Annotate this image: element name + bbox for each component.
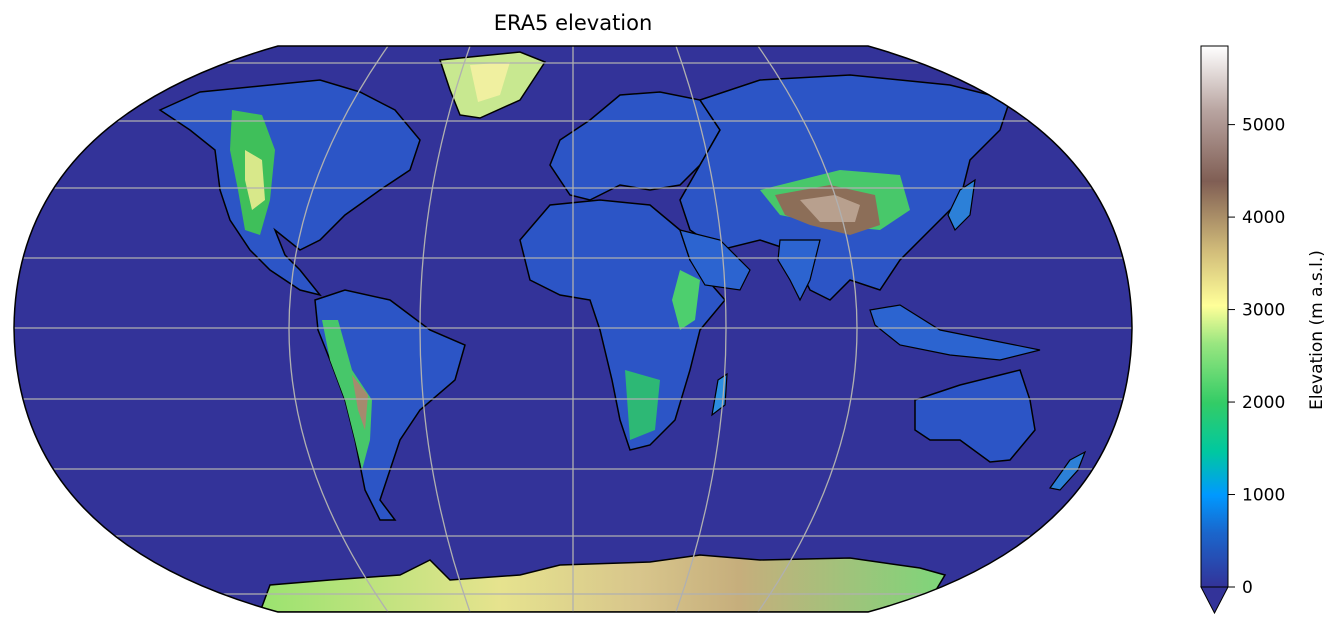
new-zealand bbox=[1048, 450, 1087, 491]
colorbar-gradient bbox=[1200, 45, 1229, 588]
japan bbox=[947, 178, 976, 232]
colorbar-tick-label: 2000 bbox=[1242, 393, 1285, 413]
colorbar-tick-label: 5000 bbox=[1242, 116, 1285, 136]
arabian-peninsula bbox=[679, 229, 751, 291]
colorbar-extend-min-triangle bbox=[1200, 586, 1229, 615]
australia bbox=[914, 369, 1036, 463]
andes bbox=[322, 320, 372, 470]
antarctica bbox=[258, 554, 947, 612]
south-america bbox=[314, 289, 466, 521]
map-boundary bbox=[13, 45, 1133, 613]
southeast-asia-islands bbox=[869, 304, 1041, 361]
colorbar-tick-label: 3000 bbox=[1242, 301, 1285, 321]
east-african-highlands bbox=[672, 270, 700, 330]
colorbar-tick-label: 1000 bbox=[1242, 486, 1285, 506]
colorbar-label: Elevation (m a.s.l.) bbox=[1307, 250, 1327, 410]
india bbox=[777, 239, 821, 302]
colorbar-tick-label: 0 bbox=[1242, 578, 1253, 598]
colorbar-tick-label: 4000 bbox=[1242, 208, 1285, 228]
africa bbox=[519, 199, 726, 451]
map-title: ERA5 elevation bbox=[493, 11, 653, 35]
longitude-gridlines bbox=[288, 46, 858, 612]
colorbar-ticks: 0 1000 2000 3000 4000 5000 bbox=[1228, 116, 1285, 598]
rockies-high bbox=[245, 150, 265, 210]
